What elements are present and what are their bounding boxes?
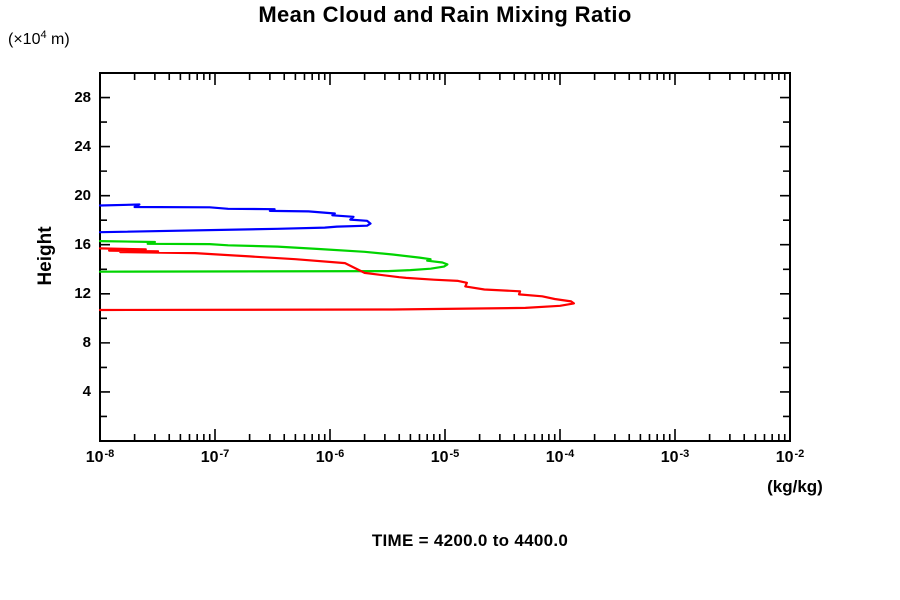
y-tick-label: 24 [74,137,91,155]
x-tick-base: 10 [545,449,564,466]
axis-ticks [99,73,791,441]
y-tick-label: 12 [74,284,91,302]
x-tick-label: 10-5 [410,448,480,467]
x-tick-label: 10-8 [65,448,135,467]
x-tick-base: 10 [315,449,334,466]
x-tick-base: 10 [775,449,794,466]
x-tick-base: 10 [200,449,219,466]
y-unit-post: m) [46,31,70,48]
x-tick-exponent: -7 [219,448,230,460]
curve-series-green [98,240,449,273]
y-tick-label: 4 [82,382,91,400]
x-tick-label: 10-3 [640,448,710,467]
x-tick-base: 10 [430,449,449,466]
x-tick-label: 10-6 [295,448,365,467]
x-tick-exponent: -2 [794,448,805,460]
axes-frame [99,72,791,442]
x-tick-base: 10 [85,449,104,466]
x-tick-label: 10-2 [755,448,825,467]
y-unit-pre: (×10 [8,31,41,48]
x-tick-exponent: -8 [104,448,115,460]
x-tick-base: 10 [660,449,679,466]
y-axis-unit-label: (×104 m) [8,29,70,49]
chart-title: Mean Cloud and Rain Mixing Ratio [258,2,632,27]
y-unit-exponent: 4 [40,29,47,41]
x-axis-unit-label: (kg/kg) [767,477,823,496]
x-tick-exponent: -5 [449,448,460,460]
x-tick-label: 10-7 [180,448,250,467]
x-tick-label: 10-4 [525,448,595,467]
curve-series-red [98,247,576,312]
y-tick-label: 16 [74,235,91,253]
y-tick-label: 20 [74,186,91,204]
y-tick-label: 8 [82,333,91,351]
time-range-label: TIME = 4200.0 to 4400.0 [371,531,569,550]
x-tick-exponent: -6 [334,448,345,460]
y-tick-label: 28 [74,88,91,106]
x-tick-exponent: -4 [564,448,575,460]
curve-series-blue [98,203,372,234]
x-tick-exponent: -3 [679,448,690,460]
